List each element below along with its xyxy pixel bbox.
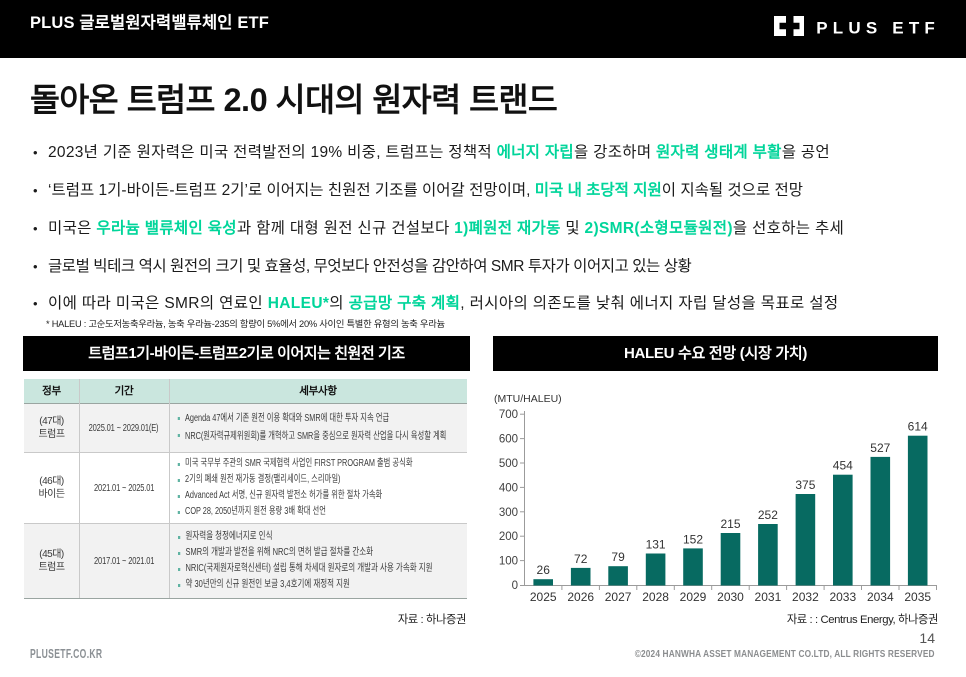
svg-text:454: 454: [833, 459, 853, 473]
svg-text:26: 26: [537, 563, 551, 577]
svg-text:152: 152: [683, 532, 703, 546]
svg-text:2029: 2029: [680, 590, 707, 604]
svg-text:2034: 2034: [867, 590, 894, 604]
svg-text:215: 215: [720, 517, 740, 531]
svg-text:375: 375: [795, 478, 815, 492]
svg-text:2032: 2032: [792, 590, 819, 604]
svg-text:500: 500: [499, 458, 518, 470]
svg-text:614: 614: [908, 420, 928, 434]
svg-text:2027: 2027: [605, 590, 632, 604]
svg-text:79: 79: [611, 550, 625, 564]
svg-text:200: 200: [499, 531, 518, 543]
svg-text:2030: 2030: [717, 590, 744, 604]
svg-text:600: 600: [499, 434, 518, 446]
svg-text:2035: 2035: [904, 590, 931, 604]
svg-text:100: 100: [499, 556, 518, 568]
svg-text:300: 300: [499, 507, 518, 519]
svg-text:400: 400: [499, 482, 518, 494]
svg-text:527: 527: [870, 441, 890, 455]
svg-text:2033: 2033: [829, 590, 856, 604]
svg-text:252: 252: [758, 508, 778, 522]
svg-text:2025: 2025: [530, 590, 557, 604]
svg-text:2028: 2028: [642, 590, 669, 604]
svg-text:131: 131: [646, 538, 666, 552]
svg-text:72: 72: [574, 552, 588, 566]
svg-text:2026: 2026: [567, 590, 594, 604]
svg-text:0: 0: [512, 580, 518, 592]
svg-text:700: 700: [499, 409, 518, 421]
svg-text:(MTU/HALEU): (MTU/HALEU): [494, 393, 562, 405]
svg-text:2031: 2031: [755, 590, 782, 604]
